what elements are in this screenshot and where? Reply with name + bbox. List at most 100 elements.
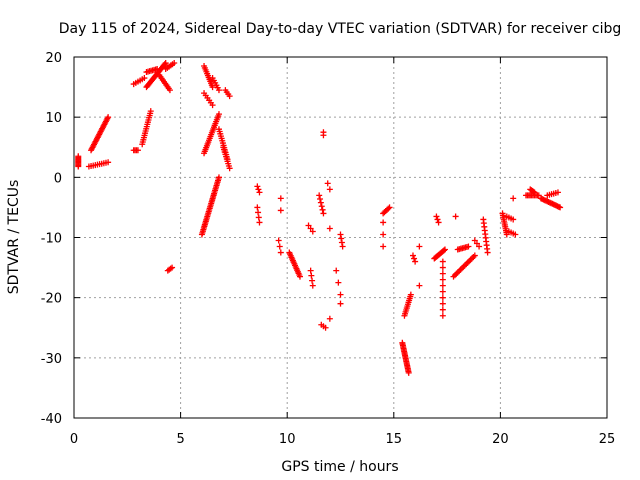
data-point [166,87,173,94]
data-point [452,213,459,220]
data-point [380,231,387,238]
data-point [411,255,418,262]
y-tick-label: -40 [41,412,62,427]
data-point [439,312,446,319]
data-point [319,206,326,213]
data-point [316,192,323,199]
data-point [439,258,446,265]
data-point [460,263,467,270]
data-point [337,291,344,298]
x-axis-label: GPS time / hours [281,459,398,475]
data-point [470,253,477,260]
data-point [535,192,542,199]
data-point [326,315,333,322]
data-point [439,276,446,283]
data-point [439,270,446,277]
data-point [503,231,510,238]
data-point [409,252,416,259]
data-point [309,282,316,289]
data-point [215,174,222,181]
data-point [407,291,414,298]
data-point [380,219,387,226]
data-point [439,294,446,301]
x-tick-label: 10 [279,432,296,447]
data-point [471,237,478,244]
data-point [105,114,112,121]
x-tick-label: 5 [176,432,184,447]
data-points [75,60,564,376]
data-point [307,225,314,232]
data-point [459,265,466,272]
data-point [277,249,284,256]
data-point [209,102,216,109]
y-axis-label: SDTVAR / TECUs [6,180,22,295]
y-tick-label: -10 [41,232,62,247]
data-point [385,205,392,212]
y-tick-label: -30 [41,352,62,367]
data-point [464,259,471,266]
data-point [484,249,491,256]
data-point [337,231,344,238]
data-point [554,189,561,196]
data-point [380,243,387,250]
data-point [317,199,324,206]
data-point [296,273,303,280]
data-point [412,258,419,265]
data-point [476,243,483,250]
x-tick-label: 25 [599,432,616,447]
data-point [451,272,458,279]
data-point [215,87,222,94]
data-point [307,267,314,274]
data-point [171,60,178,67]
data-point [466,258,473,265]
data-point [320,129,327,136]
data-point [457,266,464,273]
x-tick-label: 20 [492,432,509,447]
data-point [434,216,441,223]
data-point [530,188,537,195]
data-point [468,255,475,262]
data-point [318,203,325,210]
data-point [215,111,222,118]
data-point [439,306,446,313]
data-point [439,264,446,271]
y-tick-label: -20 [41,292,62,307]
data-point [333,267,340,274]
data-point [439,300,446,307]
y-tick-label: 10 [45,111,62,126]
data-point [309,277,316,284]
data-point [338,239,345,246]
data-point [256,219,263,226]
data-point [254,183,261,190]
data-point [510,195,517,202]
data-point [405,369,412,376]
data-point [416,243,423,250]
data-point [255,186,262,193]
data-point [441,246,448,253]
data-point [105,159,112,166]
data-point [75,153,82,160]
data-point [450,273,457,280]
data-point [465,243,472,250]
data-point [416,282,423,289]
data-point [557,204,564,211]
data-point [473,240,480,247]
data-point [254,204,261,211]
data-point [226,93,233,100]
data-point [209,84,216,91]
data-point [456,267,463,274]
data-point [275,237,282,244]
data-point [439,282,446,289]
data-point [512,231,519,238]
data-point [317,195,324,202]
data-point [453,270,460,277]
data-point [435,219,442,226]
axis-ticks: 0 5 10 15 20 25 -40 -30 -20 -10 0 10 20 [41,51,616,447]
data-point [338,235,345,242]
data-point [162,60,169,67]
chart-title: Day 115 of 2024, Sidereal Day-to-day VTE… [59,21,622,37]
data-point [169,264,176,271]
data-point [154,66,161,73]
data-point [335,279,342,286]
